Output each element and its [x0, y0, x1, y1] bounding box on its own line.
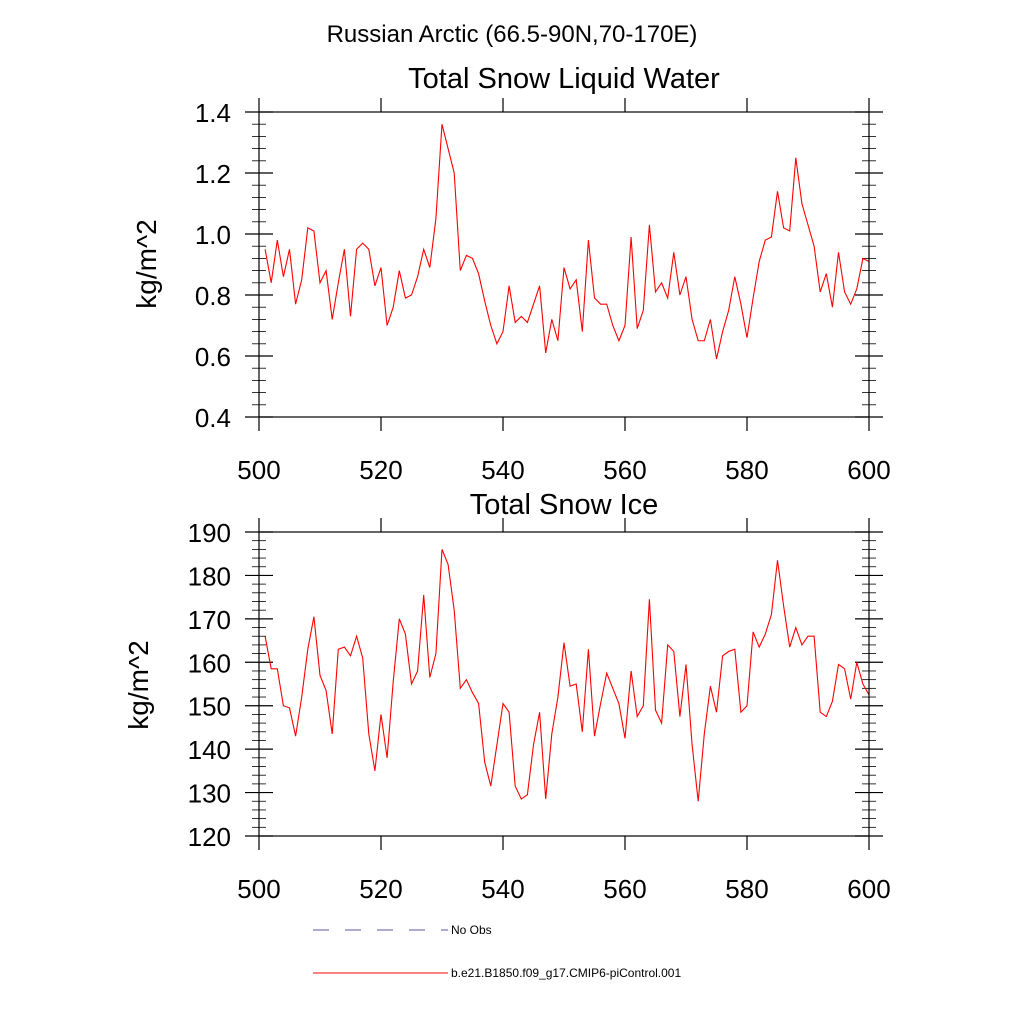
x-tick-label: 560	[603, 874, 646, 904]
x-tick-label: 580	[725, 874, 768, 904]
panel-snow-ice: Total Snow Ice kg/m^2 500 520 540 560 580 600…	[123, 489, 891, 904]
x-tick-label: 540	[481, 874, 524, 904]
y-tick-label: 120	[188, 822, 231, 852]
y-tick-label: 0.4	[195, 403, 231, 433]
panel-title: Total Snow Ice	[470, 489, 659, 521]
tick-labels: 500 520 540 560 580 600 0.4 0.6 0.8 1.0 1.2 1.4	[195, 98, 891, 485]
y-tick-label: 1.2	[195, 159, 231, 189]
x-tick-label: 500	[237, 874, 280, 904]
panel-title: Total Snow Liquid Water	[408, 63, 720, 95]
y-tick-label: 1.4	[195, 98, 231, 128]
figure-title: Russian Arctic (66.5-90N,70-170E)	[327, 21, 698, 48]
x-tick-label: 580	[725, 455, 768, 485]
y-axis-label: kg/m^2	[131, 219, 162, 308]
legend-label-model: b.e21.B1850.f09_g17.CMIP6-piControl.001	[451, 966, 681, 980]
x-tick-label: 500	[237, 455, 280, 485]
x-tick-label: 520	[359, 874, 402, 904]
y-tick-label: 190	[188, 518, 231, 548]
plot-frame	[258, 111, 870, 418]
x-tick-label: 540	[481, 455, 524, 485]
tick-labels: 500 520 540 560 580 600 120 130 140 150 160 170 180 1…	[188, 518, 891, 904]
axis-ticks	[245, 518, 883, 850]
y-tick-label: 140	[188, 735, 231, 765]
x-tick-label: 600	[847, 874, 890, 904]
y-tick-label: 0.6	[195, 342, 231, 372]
y-tick-label: 150	[188, 692, 231, 722]
x-tick-label: 520	[359, 455, 402, 485]
y-tick-label: 0.8	[195, 281, 231, 311]
y-axis-label: kg/m^2	[123, 640, 154, 729]
x-tick-label: 560	[603, 455, 646, 485]
series-line	[264, 124, 870, 360]
y-tick-label: 180	[188, 561, 231, 591]
axis-ticks	[245, 98, 883, 431]
plot-frame	[258, 531, 870, 837]
panel-snow-liquid-water: Total Snow Liquid Water kg/m^2 500 520 540…	[131, 63, 891, 485]
y-tick-label: 170	[188, 605, 231, 635]
y-tick-label: 160	[188, 648, 231, 678]
series-line	[264, 549, 870, 802]
x-tick-label: 600	[847, 455, 890, 485]
y-tick-label: 1.0	[195, 220, 231, 250]
y-tick-label: 130	[188, 779, 231, 809]
legend: No Obs b.e21.B1850.f09_g17.CMIP6-piContr…	[313, 923, 681, 980]
legend-label-no-obs: No Obs	[451, 923, 492, 937]
